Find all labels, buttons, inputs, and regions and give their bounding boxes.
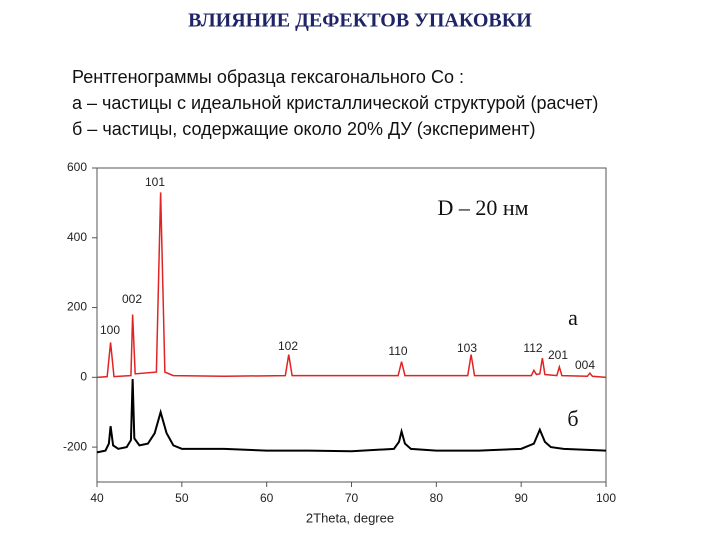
annotation: 112 [523, 341, 542, 355]
x-tick-label: 90 [514, 491, 528, 505]
subtitle: б – частицы, содержащие около 20% ДУ (эк… [72, 119, 535, 139]
y-tick-label: -200 [63, 439, 87, 453]
line-series [96, 192, 607, 379]
annotation: 002 [122, 292, 142, 306]
chart-title: ВЛИЯНИЕ ДЕФЕКТОВ УПАКОВКИ [188, 10, 532, 32]
x-tick-label: 60 [260, 491, 274, 505]
annotation: 103 [457, 341, 477, 355]
annotation: 101 [145, 175, 165, 189]
y-tick-label: 600 [67, 160, 87, 174]
subtitle: Рентгенограммы образца гексагонального C… [72, 67, 464, 87]
x-axis-label: 2Theta, degree [306, 510, 394, 525]
annotation: D – 20 нм [437, 195, 528, 220]
x-tick-label: 70 [345, 491, 359, 505]
annotation: а [568, 305, 578, 330]
annotation: 102 [278, 339, 298, 353]
annotation: б [567, 406, 578, 431]
x-tick-label: 50 [175, 491, 189, 505]
line-series [96, 379, 607, 454]
x-tick-label: 40 [90, 491, 104, 505]
y-tick-label: 400 [67, 230, 87, 244]
annotation: 201 [548, 348, 568, 362]
x-tick-label: 80 [430, 491, 444, 505]
plot-frame [96, 167, 607, 483]
x-tick-label: 100 [596, 491, 616, 505]
annotation: 100 [100, 323, 120, 337]
subtitle: а – частицы с идеальной кристаллической … [72, 93, 598, 113]
y-tick-label: 200 [67, 300, 87, 314]
annotation: 110 [388, 344, 407, 358]
y-tick-label: 0 [80, 370, 87, 384]
annotation: 004 [575, 358, 595, 372]
